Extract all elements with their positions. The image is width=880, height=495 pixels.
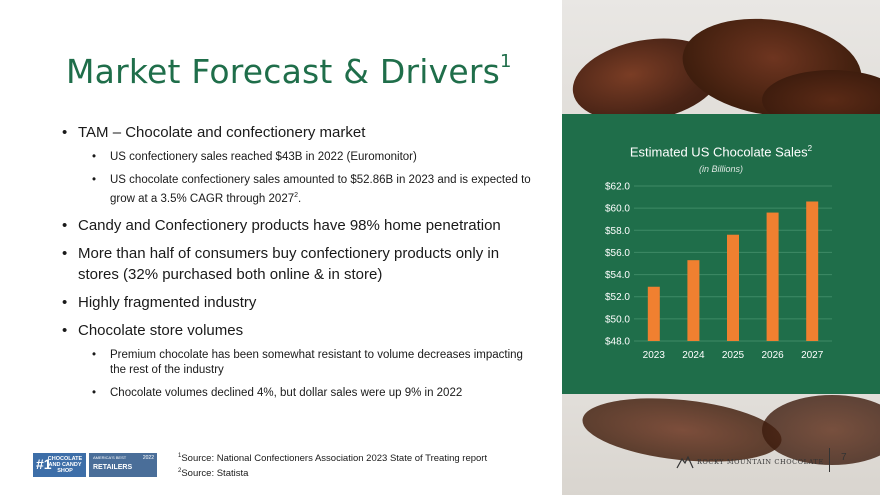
y-tick-label: $54.0: [605, 270, 630, 281]
sub-bullet-chocolate-sales: US chocolate confectionery sales amounte…: [62, 173, 542, 207]
x-tick-label: 2026: [761, 350, 784, 361]
footer-divider: [829, 448, 830, 472]
y-tick-label: $60.0: [605, 204, 630, 215]
bar-2025: [727, 234, 739, 341]
y-tick-label: $56.0: [605, 248, 630, 259]
y-tick-label: $52.0: [605, 292, 630, 303]
chart-title: Estimated US Chocolate Sales2: [629, 144, 813, 160]
bar-2026: [766, 212, 779, 341]
x-tick-label: 2027: [801, 350, 824, 361]
footnotes: 1Source: National Confectioners Associat…: [178, 450, 487, 480]
bullet-tam: TAM – Chocolate and confectionery market: [62, 122, 542, 143]
page-title: Market Forecast & Drivers1: [66, 51, 512, 91]
sub-bullet-volumes-declined: Chocolate volumes declined 4%, but dolla…: [62, 386, 542, 401]
y-tick-label: $50.0: [605, 314, 630, 325]
footnote-1: 1Source: National Confectioners Associat…: [178, 453, 488, 465]
best-chocolate-shop-badge: #1 CHOCOLATE AND CANDY SHOP: [33, 453, 86, 477]
bar-chart: $48.0 $50.0 $52.0 $54.0 $56.0 $58.0 $60.0 $62.0…: [605, 182, 832, 361]
sub-bullet-premium: Premium chocolate has been somewhat resi…: [62, 348, 542, 378]
bar-2027: [806, 201, 819, 341]
chart-subtitle: (in Billions): [698, 164, 743, 174]
bullet-online: More than half of consumers buy confecti…: [62, 243, 542, 285]
logo-text: ROCKY MOUNTAIN CHOCOLATE: [697, 458, 824, 466]
page-number: 7: [841, 452, 847, 463]
chart-panel: Estimated US Chocolate Sales2 (in Billio…: [562, 114, 880, 394]
bar-2024: [687, 260, 700, 341]
bullet-volumes: Chocolate store volumes: [62, 320, 542, 341]
y-tick-label: $48.0: [605, 337, 630, 348]
company-logo: ROCKY MOUNTAIN CHOCOLATE: [676, 452, 824, 472]
x-tick-label: 2025: [722, 350, 745, 361]
bar-2023: [647, 286, 660, 341]
sub-bullet-confectionery-sales: US confectionery sales reached $43B in 2…: [62, 150, 542, 165]
bullet-list: TAM – Chocolate and confectionery market…: [62, 122, 542, 409]
mountain-logo-icon: [676, 455, 694, 469]
footnote-2: 2Source: Statista: [178, 468, 249, 480]
chocolate-pretzel-image: [762, 395, 880, 465]
y-tick-label: $62.0: [605, 182, 630, 193]
bullet-fragmented: Highly fragmented industry: [62, 292, 542, 313]
y-tick-label: $58.0: [605, 226, 630, 237]
x-tick-label: 2024: [682, 350, 705, 361]
best-retailers-badge: AMERICA'S BEST RETAILERS 2022: [89, 453, 157, 477]
bullet-penetration: Candy and Confectionery products have 98…: [62, 215, 542, 236]
x-tick-label: 2023: [643, 350, 666, 361]
